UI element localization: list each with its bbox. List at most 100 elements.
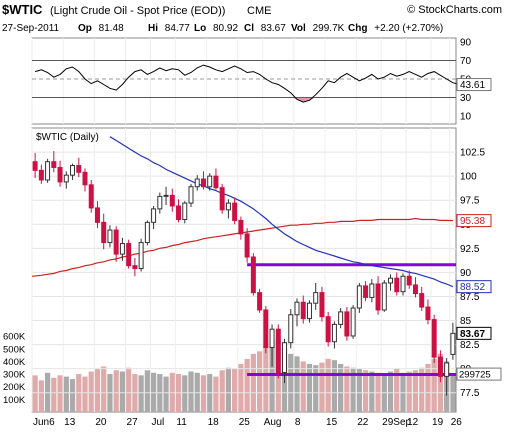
candle	[138, 238, 144, 272]
candle-body	[107, 229, 113, 244]
volume-tick-label: 500K	[3, 344, 26, 355]
quote-date: 27-Sep-2011	[2, 23, 60, 34]
volume-bar	[394, 369, 400, 412]
candle	[437, 350, 443, 383]
volume-bar	[350, 367, 356, 412]
volume-bar	[431, 358, 437, 412]
candles-layer	[32, 151, 456, 396]
candle-body	[32, 161, 38, 171]
candle-body	[344, 311, 350, 337]
candle-body	[244, 233, 250, 258]
price-right-label: 88.52	[460, 282, 485, 293]
volume-bar	[238, 363, 244, 412]
candle	[57, 160, 63, 187]
candle	[344, 307, 350, 341]
candle	[381, 280, 387, 312]
candle-body	[144, 221, 150, 244]
candle-body	[282, 342, 288, 374]
price-panel-title: $WTIC (Daily)	[36, 132, 99, 143]
candle-body	[219, 187, 225, 211]
candle	[169, 188, 175, 212]
volume-bar	[412, 370, 419, 412]
volume-bar	[344, 366, 350, 412]
candle-body	[350, 307, 356, 337]
candle-body	[225, 202, 231, 211]
rsi-line	[34, 64, 478, 103]
channel-layer	[247, 263, 456, 376]
price-tick-label: 90	[460, 268, 472, 279]
candle	[157, 192, 163, 214]
x-tick-label: Aug	[264, 417, 282, 428]
candle-body	[132, 265, 138, 270]
candle-body	[288, 314, 294, 344]
candle	[325, 311, 331, 347]
candle-body	[200, 178, 206, 188]
candle	[400, 273, 406, 296]
candle-body	[82, 171, 88, 186]
candle	[151, 205, 157, 230]
x-tick-label: 27	[127, 417, 139, 428]
volume-bar	[138, 375, 144, 412]
candle	[257, 288, 263, 313]
candle-body	[94, 207, 100, 223]
volume-bar	[300, 361, 306, 412]
lo-label: Lo	[194, 23, 206, 34]
volume-bar	[437, 353, 444, 412]
price-tick-label: 87.5	[460, 292, 480, 303]
candle-body	[257, 292, 263, 311]
candle-body	[76, 165, 82, 173]
candle	[232, 197, 238, 225]
candle-body	[406, 275, 412, 286]
volume-bar	[269, 341, 275, 412]
candle	[275, 324, 281, 379]
candle	[369, 279, 375, 303]
volume-bar	[425, 363, 431, 412]
volume-bar	[51, 377, 57, 412]
candle-body	[163, 194, 169, 197]
candle	[94, 201, 100, 229]
candle	[219, 183, 225, 214]
candle	[45, 158, 51, 183]
x-tick-label: 18	[208, 417, 220, 428]
candle-body	[101, 221, 107, 244]
candle-body	[425, 306, 431, 321]
candle-body	[306, 302, 312, 320]
candle	[51, 151, 57, 173]
candle-body	[363, 285, 369, 298]
candle	[388, 274, 394, 291]
quote-line: 27-Sep-2011 Op 81.48 Hi 84.77 Lo 80.92 C…	[2, 23, 443, 34]
candle-body	[444, 362, 450, 377]
candle-body	[113, 229, 119, 255]
volume-bar	[219, 370, 225, 412]
candle-body	[63, 174, 69, 183]
candle	[182, 201, 188, 224]
candle	[225, 199, 231, 219]
x-tick-label: 19	[432, 417, 444, 428]
candle	[119, 237, 125, 261]
rsi-panel	[31, 37, 457, 125]
candle	[70, 163, 76, 180]
vol-value: 299.7K	[313, 23, 345, 34]
volume-bar	[232, 369, 238, 412]
volume-bar	[406, 371, 412, 412]
price-panel	[31, 127, 457, 413]
exchange-label: CME	[247, 5, 271, 17]
volume-bar	[325, 358, 331, 412]
candle	[63, 171, 69, 189]
price-tick-label: 92.5	[460, 244, 480, 255]
candle	[313, 282, 319, 310]
chg-label: Chg	[348, 23, 367, 34]
candle-body	[338, 311, 344, 325]
price-right-label: 83.67	[460, 329, 485, 340]
x-tick-label: 20	[95, 417, 107, 428]
volume-tick-label: 300K	[3, 370, 26, 381]
symbol-name: (Light Crude Oil - Spot Price (EOD))	[50, 5, 225, 17]
x-tick-label: 26	[451, 417, 463, 428]
price-tick-label: 85	[460, 316, 472, 327]
rsi-layer	[32, 60, 478, 103]
candle	[375, 276, 381, 315]
x-tick-label: 15	[326, 417, 338, 428]
rsi-tick-label: 30	[460, 93, 472, 104]
volume-bar	[119, 371, 126, 412]
candle	[76, 157, 82, 178]
